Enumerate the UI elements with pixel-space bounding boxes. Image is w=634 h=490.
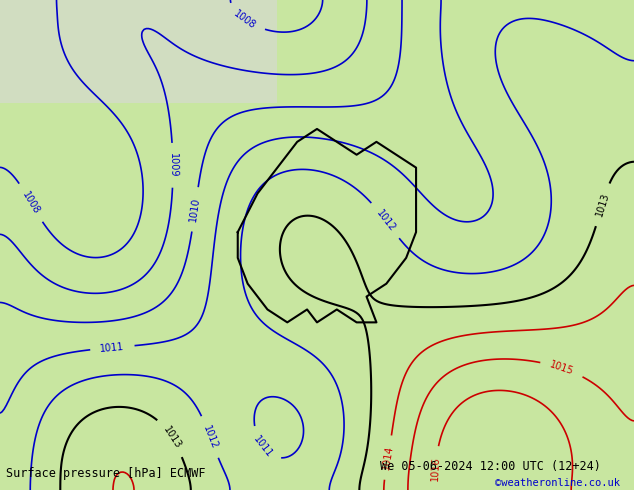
Text: 1011: 1011 bbox=[251, 434, 275, 460]
Text: 1016: 1016 bbox=[430, 456, 441, 481]
Text: 1008: 1008 bbox=[232, 8, 258, 31]
Text: 1013: 1013 bbox=[594, 192, 611, 218]
Text: 1008: 1008 bbox=[20, 190, 41, 216]
Text: 1014: 1014 bbox=[381, 445, 395, 470]
Text: 1009: 1009 bbox=[168, 153, 178, 177]
Text: 1015: 1015 bbox=[548, 360, 575, 377]
Text: We 05-06-2024 12:00 UTC (12+24): We 05-06-2024 12:00 UTC (12+24) bbox=[380, 460, 601, 473]
Text: 1012: 1012 bbox=[201, 423, 219, 450]
Text: 1012: 1012 bbox=[374, 208, 397, 233]
Text: 1011: 1011 bbox=[100, 342, 125, 354]
Text: Surface pressure [hPa] ECMWF: Surface pressure [hPa] ECMWF bbox=[6, 467, 206, 480]
Text: 1013: 1013 bbox=[161, 424, 183, 450]
Text: 1010: 1010 bbox=[188, 196, 202, 222]
Text: ©weatheronline.co.uk: ©weatheronline.co.uk bbox=[495, 478, 619, 488]
Polygon shape bbox=[0, 0, 278, 103]
